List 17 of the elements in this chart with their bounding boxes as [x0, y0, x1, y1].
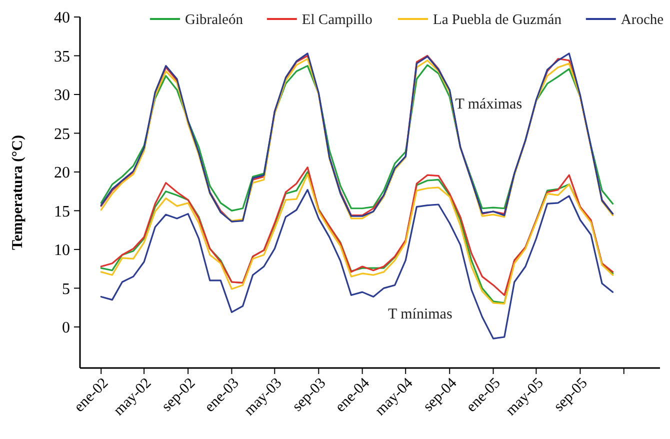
- annotation: T máximas: [455, 96, 522, 112]
- legend-label: La Puebla de Guzmán: [433, 12, 562, 28]
- y-tick-label: 20: [54, 164, 70, 182]
- legend-label: El Campillo: [302, 12, 372, 28]
- y-tick-label: 15: [54, 203, 70, 220]
- legend-label: Aroche: [620, 12, 664, 28]
- y-axis-title: Temperatura (°C): [10, 134, 26, 250]
- y-tick-label: 5: [62, 280, 70, 298]
- y-tick-label: 10: [54, 242, 70, 260]
- y-tick-label: 40: [54, 10, 70, 27]
- line-series: [100, 188, 614, 340]
- annotation: T mínimas: [388, 306, 452, 322]
- legend-label: Gibraleón: [185, 12, 244, 28]
- y-tick-label: 30: [54, 87, 70, 104]
- y-tick-label: 25: [54, 126, 70, 143]
- y-tick-label: 35: [54, 48, 70, 66]
- y-tick-label: 0: [62, 320, 70, 337]
